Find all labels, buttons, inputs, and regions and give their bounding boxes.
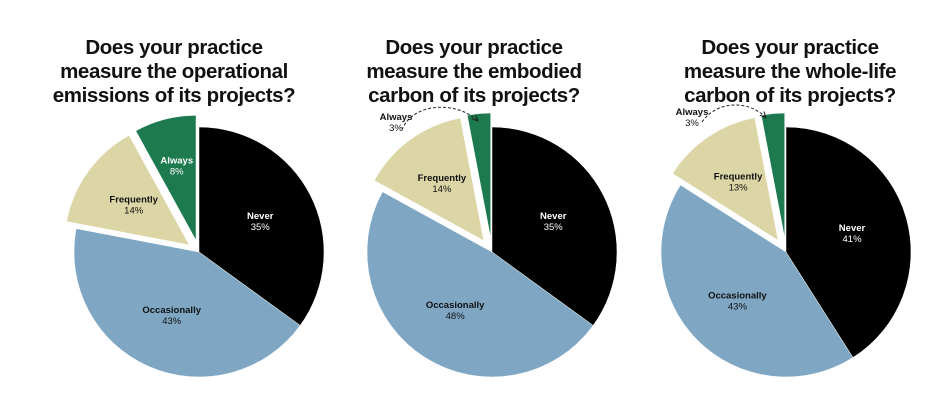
pie-slice-never (491, 126, 618, 326)
pie-slice-occasionally (660, 184, 854, 378)
chart-title: Does your practice measure the whole-lif… (632, 36, 948, 108)
slice-value: 3% (389, 123, 403, 134)
slice-label-never: Never 41% (839, 223, 866, 245)
pie-slice-frequently (672, 117, 779, 241)
slice-label-occasionally: Occasionally 43% (708, 291, 767, 313)
slice-name: Occasionally (426, 300, 485, 311)
chart-title-line: carbon of its projects? (368, 84, 580, 107)
slice-name: Always (380, 112, 413, 123)
slice-label-never: Never 35% (540, 211, 567, 233)
slice-value: 35% (251, 222, 271, 233)
pie-slice-never (785, 126, 912, 358)
slice-name: Frequently (109, 195, 158, 206)
slice-name: Occasionally (142, 305, 201, 316)
pie-slice-frequently (66, 135, 190, 246)
chart-embodied-carbon: Does your practice measure the embodied … (316, 0, 632, 416)
slice-label-frequently: Frequently 14% (109, 195, 158, 217)
pie-slice-occasionally (73, 228, 301, 378)
slice-value: 8% (170, 166, 184, 177)
pie-chart: Never 35%Occasionally 43%Frequently 14%Alwa… (66, 115, 325, 378)
slice-label-always: Always 3% (380, 112, 413, 134)
slice-value: 35% (544, 222, 564, 233)
slice-label-occasionally: Occasionally 43% (142, 305, 201, 327)
slice-label-frequently: Frequently 13% (714, 171, 763, 193)
slice-name: Never (540, 211, 567, 222)
slice-name: Never (839, 223, 866, 234)
slice-value: 3% (685, 118, 699, 129)
slice-name: Never (247, 211, 274, 222)
slice-label-occasionally: Occasionally 48% (426, 300, 485, 322)
slice-name: Always (160, 155, 193, 166)
chart-title: Does your practice measure the embodied … (316, 36, 632, 108)
chart-title-line: carbon of its projects? (684, 84, 896, 107)
chart-title-line: measure the whole-life (683, 60, 897, 83)
chart-title-line: measure the operational (60, 60, 288, 83)
slice-value: 48% (446, 311, 466, 322)
pie-slice-never (198, 126, 325, 326)
chart-title-line: Does your practice (385, 36, 563, 59)
chart-title-line: emissions of its projects? (52, 84, 296, 107)
chart-operational-emissions: Does your practice measure the operation… (16, 0, 332, 416)
slice-name: Frequently (418, 173, 467, 184)
slice-label-always: Always 8% (160, 155, 193, 177)
slice-name: Always (676, 107, 709, 118)
pie-chart: Never 35% Occasionally 48% Frequently 14% Alwa… (366, 106, 618, 378)
slice-value: 43% (162, 316, 182, 327)
slice-label-never: Never 35% (247, 211, 274, 233)
slice-name: Occasionally (708, 291, 767, 302)
callout-arrow (701, 104, 766, 123)
slice-label-always: Always 3% (676, 107, 709, 129)
pie-slice-always (466, 112, 491, 239)
slice-value: 14% (124, 206, 144, 217)
slice-label-frequently: Frequently 14% (418, 173, 467, 195)
slice-value: 14% (432, 184, 452, 195)
chart-title-line: measure the embodied (366, 60, 582, 83)
pie-slice-always (135, 115, 197, 241)
slice-value: 43% (728, 302, 748, 313)
chart-whole-life-carbon: Does your practice measure the whole-lif… (632, 0, 948, 416)
pie-chart: Never 41% Occasionally 43% Frequently 13% Alwa… (660, 104, 912, 378)
pie-slice-occasionally (366, 191, 594, 378)
slice-name: Frequently (714, 171, 763, 182)
chart-title: Does your practice measure the operation… (16, 36, 332, 108)
slice-value: 13% (729, 182, 749, 193)
pie-slice-frequently (373, 117, 485, 242)
chart-title-line: Does your practice (701, 36, 879, 59)
chart-title-line: Does your practice (85, 36, 263, 59)
callout-arrow (401, 106, 478, 131)
slice-value: 41% (843, 234, 863, 245)
